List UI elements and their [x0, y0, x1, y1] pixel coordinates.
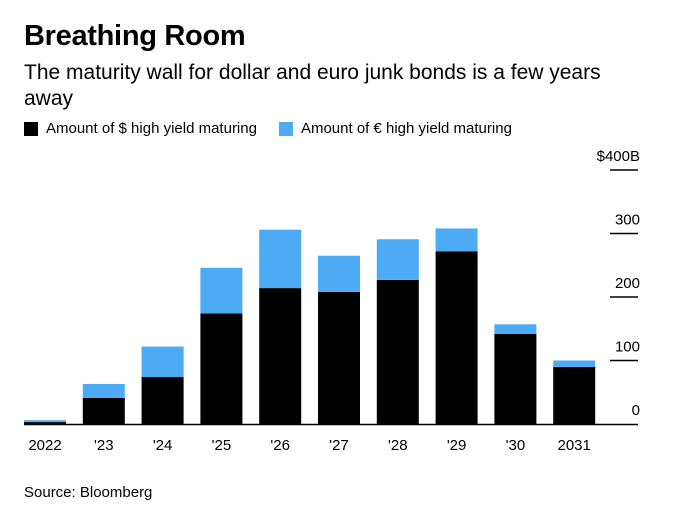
- y-tick-label-200: 200: [615, 275, 640, 292]
- bar-eur-4: [259, 229, 302, 289]
- legend-label-usd: Amount of $ high yield maturing: [46, 120, 257, 137]
- chart-title: Breathing Room: [24, 20, 246, 52]
- bar-eur-2: [141, 346, 184, 378]
- x-tick-label-2: '24: [153, 437, 173, 454]
- bar-usd-1: [82, 397, 125, 424]
- bar-usd-5: [318, 291, 360, 424]
- y-tick-label-0: 0: [632, 402, 640, 419]
- source-note: Source: Bloomberg: [24, 484, 153, 501]
- bar-eur-8: [494, 324, 537, 334]
- x-tick-label-0: 2022: [28, 437, 61, 454]
- bar-usd-3: [200, 313, 243, 424]
- x-tick-label-4: '26: [270, 437, 290, 454]
- legend-label-eur: Amount of € high yield maturing: [300, 120, 512, 137]
- legend-item-usd: Amount of $ high yield maturing: [24, 120, 257, 137]
- bar-usd-8: [494, 333, 537, 424]
- bar-eur-7: [435, 228, 478, 252]
- x-tick-label-6: '28: [388, 437, 408, 454]
- legend-swatch-usd: [24, 121, 38, 136]
- bar-usd-0: [24, 422, 66, 424]
- bar-usd-7: [435, 251, 478, 424]
- chart-subtitle: The maturity wall for dollar and euro ju…: [24, 61, 601, 110]
- bar-eur-3: [200, 267, 243, 314]
- bar-usd-4: [259, 288, 302, 424]
- legend: Amount of $ high yield maturing Amount o…: [24, 120, 534, 137]
- bar-eur-0: [24, 420, 66, 423]
- x-tick-label-3: '25: [212, 437, 232, 454]
- bar-eur-1: [82, 383, 125, 398]
- y-tick-label-100: 100: [615, 339, 640, 356]
- bar-usd-9: [553, 366, 596, 424]
- bar-eur-6: [376, 239, 419, 280]
- x-tick-label-7: '29: [447, 437, 467, 454]
- bar-chart: 0 100 200 300 $400B 2022 '23 '24 '25 '26 '27 '28 '29…: [24, 148, 640, 454]
- x-tick-label-1: '23: [94, 437, 114, 454]
- x-tick-label-5: '27: [329, 437, 349, 454]
- x-tick-label-8: '30: [506, 437, 526, 454]
- legend-item-eur: Amount of € high yield maturing: [278, 120, 512, 137]
- bar-usd-6: [376, 279, 419, 424]
- y-tick-label-300: 300: [615, 212, 640, 229]
- y-tick-label-400: $400B: [597, 148, 640, 165]
- legend-swatch-eur: [278, 121, 293, 136]
- bar-eur-5: [318, 255, 360, 292]
- bar-eur-9: [553, 360, 596, 367]
- x-tick-label-9: 2031: [558, 437, 591, 454]
- bar-usd-2: [141, 377, 184, 424]
